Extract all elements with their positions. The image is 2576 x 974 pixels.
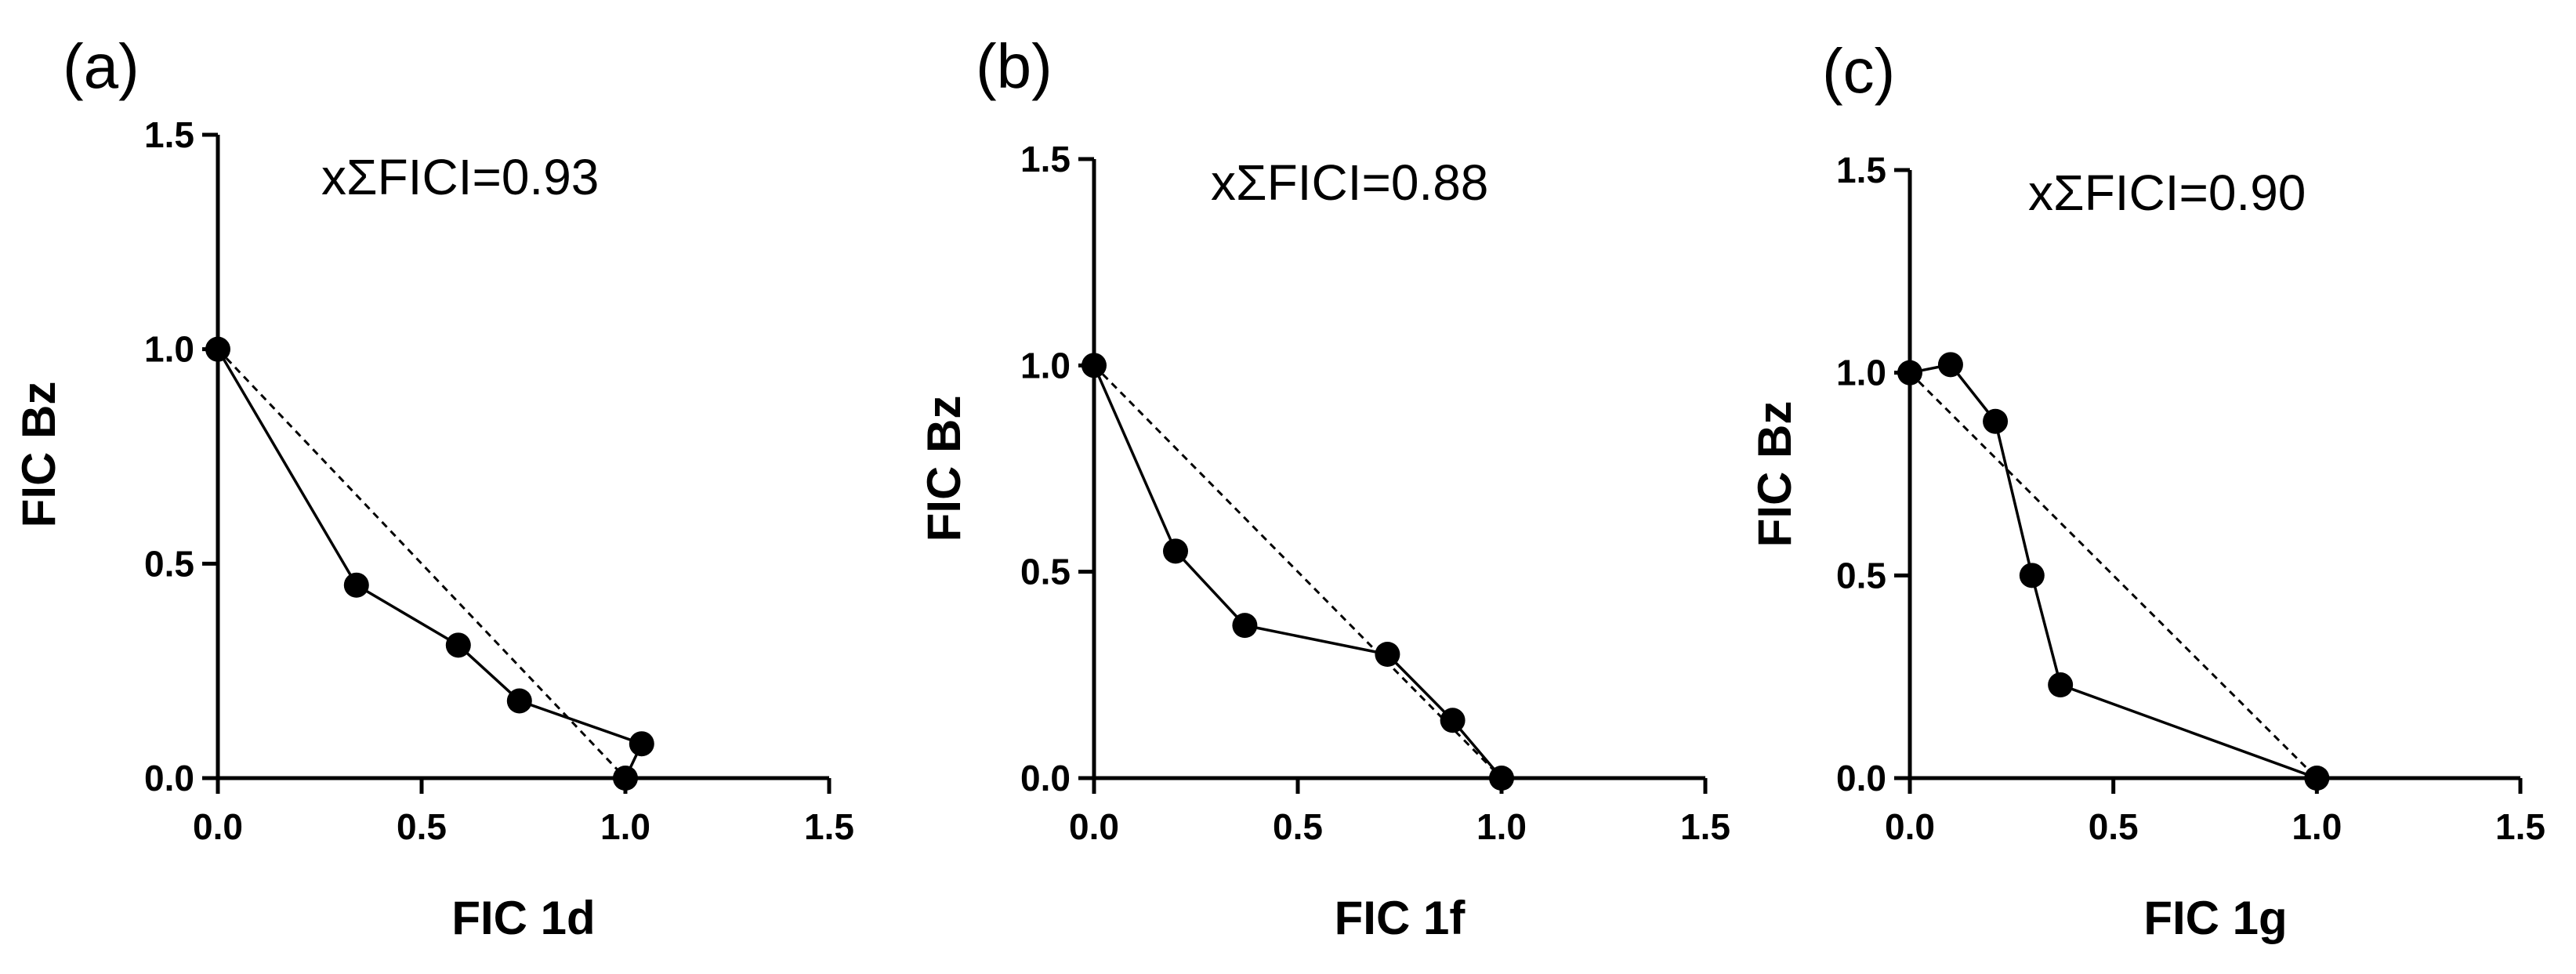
x-tick-label: 1.0 (2292, 806, 2342, 847)
additivity-dashed-line (216, 348, 627, 780)
data-point (1937, 352, 1963, 378)
data-point (445, 632, 471, 658)
x-tick-label: 1.5 (804, 806, 854, 847)
y-tick-label: 1.0 (144, 329, 194, 370)
x-axis-title: FIC 1g (2143, 892, 2287, 944)
x-tick-label: 1.0 (1476, 806, 1527, 847)
y-tick-label: 0.0 (144, 758, 194, 798)
x-tick-label: 0.5 (2089, 806, 2139, 847)
x-axis-title: FIC 1d (451, 892, 595, 944)
fici-annotation: xΣFICI=0.90 (2028, 165, 2306, 221)
data-point (205, 336, 230, 362)
isobologram-line (1092, 364, 1503, 780)
y-tick-label: 1.5 (1020, 139, 1071, 179)
y-tick-label: 0.5 (1020, 552, 1071, 592)
isobologram-line (1909, 363, 2317, 780)
x-tick-label: 1.0 (600, 806, 650, 847)
x-tick-label: 0.5 (397, 806, 447, 847)
y-tick-label: 0.5 (1836, 555, 1886, 596)
data-point (1232, 613, 1258, 639)
y-tick-label: 1.0 (1020, 345, 1071, 386)
panel-label: (c) (1822, 36, 1895, 106)
y-axis-title: FIC Bz (13, 382, 65, 528)
additivity-dashed-line (1908, 371, 2318, 780)
y-tick-label: 0.5 (144, 543, 194, 584)
panel-label: (b) (976, 31, 1053, 101)
data-point (1897, 360, 1922, 386)
data-point (2048, 672, 2074, 698)
data-point (506, 688, 532, 714)
y-tick-label: 0.0 (1836, 758, 1886, 798)
chart-panel: 0.0 0.5 1.0 1.5 0.0 0.5 1.0 1.5 (b) xΣFICI=0.88 FI… (918, 31, 1730, 944)
chart-panel: 0.00.51.01.50.0 0.5 1.0 1.5(a)xΣFICI=0.93FI… (13, 31, 854, 944)
y-axis-title: FIC Bz (918, 396, 970, 542)
data-point (2304, 766, 2330, 791)
data-point (343, 572, 369, 598)
data-point (1983, 408, 2009, 434)
y-tick-label: 1.5 (1836, 150, 1886, 190)
data-point (2019, 563, 2045, 588)
data-point (629, 731, 654, 757)
fici-annotation: xΣFICI=0.88 (1211, 154, 1488, 211)
additivity-dashed-line (1092, 364, 1503, 780)
x-tick-label: 0.5 (1273, 806, 1323, 847)
panel-label: (a) (63, 31, 139, 101)
data-point (1163, 538, 1188, 564)
x-tick-label: 1.5 (1680, 806, 1730, 847)
data-point (1375, 642, 1400, 667)
x-tick-label: 0.0 (193, 806, 243, 847)
data-point (1440, 708, 1466, 733)
y-tick-label: 1.0 (1836, 353, 1886, 393)
fici-annotation: xΣFICI=0.93 (321, 149, 599, 205)
y-tick-label: 0.0 (1020, 758, 1071, 798)
x-axis-title: FIC 1f (1335, 892, 1466, 944)
chart-panel: 0.0 0.5 1.0 1.5 0.0 0.5 1.0 1.5 (c) xΣFICI=0.90 FI… (1748, 36, 2545, 944)
x-tick-label: 0.0 (1885, 806, 1935, 847)
y-tick-label: 1.5 (144, 114, 194, 155)
x-tick-label: 0.0 (1069, 806, 1119, 847)
isobologram-line (216, 348, 644, 779)
x-tick-label: 1.5 (2495, 806, 2545, 847)
y-axis-title: FIC Bz (1748, 401, 1801, 548)
